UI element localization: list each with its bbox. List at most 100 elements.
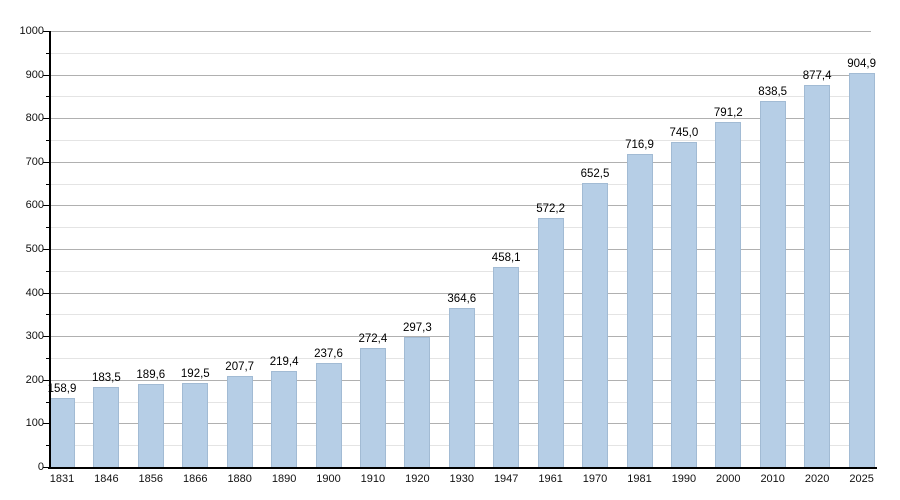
bar-value-label: 652,5	[580, 167, 610, 180]
x-tick-label: 1880	[227, 473, 252, 485]
bar-value-label: 219,4	[269, 356, 299, 369]
bar-value-label: 877,4	[802, 69, 832, 82]
x-tick-label: 1961	[538, 473, 563, 485]
y-major-tick-mark	[43, 336, 50, 338]
x-tick-label: 1920	[405, 473, 430, 485]
gridline-minor	[50, 183, 871, 185]
x-tick-label: 1890	[271, 473, 297, 485]
y-tick-label: 500	[25, 243, 44, 255]
bar	[271, 371, 298, 467]
y-tick-label: 900	[25, 68, 44, 81]
y-tick-label: 800	[25, 112, 44, 125]
bar-value-label: 745,0	[669, 127, 699, 140]
bar-value-label: 838,5	[758, 86, 788, 99]
gridline-major	[50, 31, 871, 32]
y-minor-tick-mark	[46, 227, 50, 229]
x-tick-label: 1930	[449, 473, 475, 485]
y-minor-tick-mark	[46, 52, 50, 54]
bar-value-label: 207,7	[225, 361, 255, 374]
y-minor-tick-mark	[46, 401, 50, 403]
bar	[137, 384, 164, 467]
gridline-major	[50, 118, 871, 120]
bar	[49, 397, 75, 467]
bar	[93, 387, 120, 467]
x-tick-label: 1900	[316, 473, 341, 485]
bar	[670, 142, 697, 467]
x-tick-label: 1866	[183, 473, 208, 485]
y-tick-label: 400	[25, 286, 44, 299]
bar-value-label: 158,9	[47, 382, 77, 395]
gridline-major	[50, 292, 871, 294]
bar	[848, 72, 875, 467]
gridline-minor	[50, 96, 871, 98]
y-major-tick-mark	[43, 161, 50, 163]
x-tick-label: 2025	[849, 473, 874, 485]
bar	[804, 84, 831, 467]
y-tick-label: 1000	[19, 25, 44, 37]
y-tick-label: 100	[25, 417, 44, 430]
y-major-tick-mark	[43, 118, 50, 120]
y-major-tick-mark	[43, 467, 50, 468]
bar	[493, 267, 520, 467]
y-major-tick-mark	[43, 205, 50, 207]
bar	[182, 383, 209, 467]
bar-value-label: 572,2	[536, 202, 565, 215]
bar-value-label: 189,6	[136, 369, 166, 382]
gridline-minor	[50, 140, 871, 141]
y-major-tick-mark	[43, 379, 50, 381]
bar-value-label: 458,1	[491, 252, 521, 265]
x-tick-label: 2010	[760, 473, 785, 485]
y-axis-line	[49, 31, 51, 469]
gridline-major	[50, 74, 871, 76]
x-tick-label: 1831	[49, 473, 75, 485]
bar-value-label: 791,2	[713, 107, 743, 119]
bar	[759, 101, 786, 467]
gridline-major	[50, 161, 871, 163]
y-minor-tick-mark	[46, 96, 50, 98]
gridline-minor	[50, 227, 871, 229]
x-tick-label: 1947	[493, 473, 519, 485]
gridline-major	[50, 205, 871, 207]
y-minor-tick-mark	[46, 314, 50, 316]
y-minor-tick-mark	[46, 358, 50, 359]
bar	[315, 363, 342, 467]
gridline-major	[50, 249, 871, 250]
y-minor-tick-mark	[46, 183, 50, 185]
bar-value-label: 297,3	[403, 322, 432, 335]
y-major-tick-mark	[43, 74, 50, 76]
gridline-minor	[50, 270, 871, 272]
y-tick-label: 600	[25, 199, 44, 212]
y-major-tick-mark	[43, 31, 50, 32]
x-tick-label: 2020	[804, 473, 830, 485]
bar-value-label: 192,5	[180, 368, 210, 381]
bar	[537, 217, 564, 467]
x-tick-label: 1846	[94, 473, 119, 485]
bar	[582, 182, 608, 467]
bar	[626, 154, 653, 467]
y-tick-label: 0	[37, 461, 44, 473]
y-major-tick-mark	[43, 423, 50, 425]
y-minor-tick-mark	[46, 140, 50, 141]
bar	[448, 308, 475, 467]
x-tick-label: 1910	[360, 473, 386, 485]
y-major-tick-mark	[43, 292, 50, 294]
bar-value-label: 364,6	[447, 293, 477, 305]
bar	[359, 348, 386, 467]
bar-value-label: 716,9	[625, 139, 654, 152]
bar	[226, 376, 253, 467]
bar	[715, 122, 742, 467]
y-tick-label: 300	[25, 330, 44, 343]
y-minor-tick-mark	[46, 445, 50, 447]
x-tick-label: 2000	[716, 473, 741, 485]
x-axis-line	[48, 467, 877, 469]
bar-value-label: 904,9	[847, 57, 876, 70]
x-tick-label: 1981	[627, 473, 652, 485]
x-tick-label: 1990	[671, 473, 697, 485]
bar	[404, 337, 431, 467]
y-major-tick-mark	[43, 249, 50, 250]
bar-value-label: 272,4	[358, 333, 388, 346]
x-tick-label: 1856	[138, 473, 164, 485]
x-tick-label: 1970	[582, 473, 608, 485]
y-tick-label: 700	[25, 155, 44, 168]
